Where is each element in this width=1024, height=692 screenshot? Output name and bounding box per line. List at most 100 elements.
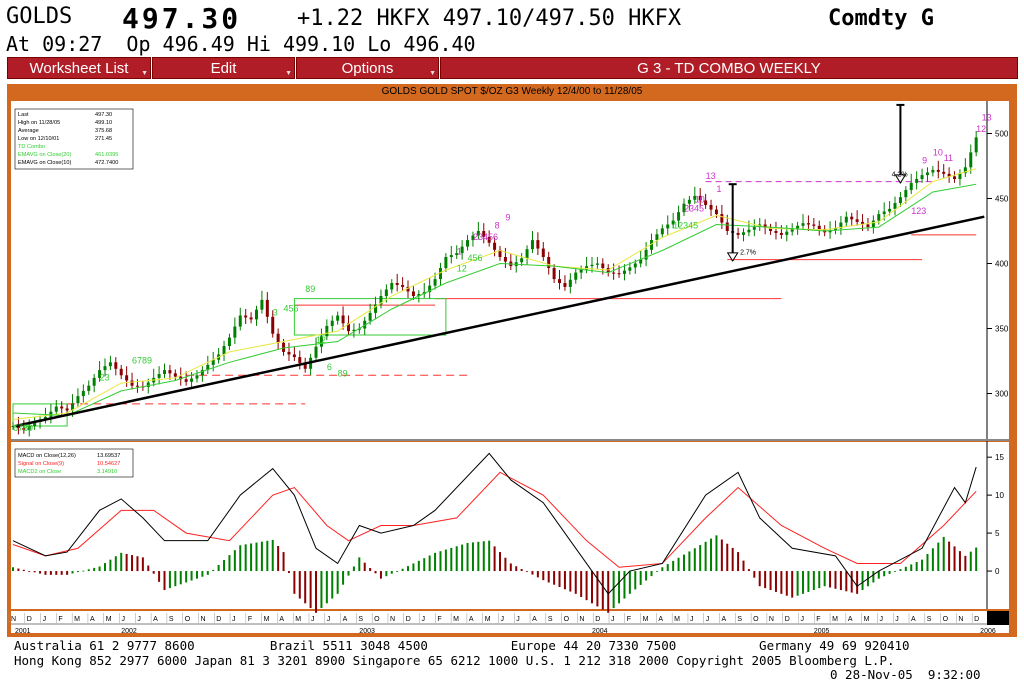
- bar-body: [650, 240, 654, 250]
- y-tick-label: 350: [995, 325, 1009, 334]
- macd-hist-bar: [49, 571, 52, 575]
- bar-body: [33, 422, 37, 426]
- month-tick-label: A: [722, 616, 727, 623]
- worksheet-list-label: Worksheet List: [29, 60, 129, 77]
- worksheet-list-button[interactable]: Worksheet List ▼: [7, 57, 151, 79]
- legend-label: High on 11/28/05: [18, 120, 60, 126]
- bar-body: [904, 190, 908, 198]
- bar-body: [671, 220, 675, 225]
- macd-hist-bar: [277, 545, 280, 572]
- macd-hist-bar: [174, 571, 177, 587]
- bar-body: [525, 249, 529, 259]
- price-bar: [806, 215, 810, 231]
- bar-body: [466, 240, 470, 247]
- options-button[interactable]: Options ▼: [296, 57, 439, 79]
- macd-hist-bar: [715, 535, 718, 572]
- macd-hist-bar: [266, 540, 269, 572]
- price-bar: [963, 158, 967, 178]
- price-panel: [11, 101, 1009, 439]
- price-bar: [411, 286, 415, 300]
- price-bar: [276, 328, 280, 350]
- legend-value: 497.30: [95, 112, 112, 118]
- quote-header: GOLDS 497.30 +1.22 HKFX 497.10/497.50 HK…: [0, 0, 1024, 56]
- y-tick-label: 450: [995, 195, 1009, 204]
- td-count: 12: [316, 335, 326, 345]
- price-bar: [687, 195, 691, 211]
- price-bar: [595, 257, 599, 269]
- price-bar: [168, 364, 172, 380]
- price-bar: [374, 296, 378, 320]
- bar-body: [585, 266, 589, 270]
- month-tick-label: M: [264, 616, 270, 623]
- macd-hist-bar: [228, 555, 231, 572]
- macd-hist-bar: [688, 551, 691, 572]
- price-bar: [76, 388, 80, 408]
- bar-body: [195, 375, 199, 379]
- bar-body: [915, 179, 919, 183]
- bar-body: [709, 205, 713, 210]
- price-bar: [346, 315, 350, 335]
- price-bar: [438, 262, 442, 286]
- bar-body: [541, 248, 545, 257]
- macd-hist-bar: [704, 541, 707, 572]
- percent-annotation: 2.7%: [740, 249, 756, 256]
- bar-body: [763, 224, 767, 228]
- month-tick-label: A: [469, 616, 474, 623]
- macd-hist-bar: [293, 571, 296, 594]
- price-bar: [54, 400, 58, 416]
- price-bar: [704, 193, 708, 209]
- price-bar: [671, 212, 675, 229]
- y-tick-label: 400: [995, 260, 1009, 269]
- price-bar: [238, 307, 242, 331]
- macd-hist-bar: [726, 543, 729, 572]
- macd-hist-bar: [55, 571, 58, 575]
- price-bar: [898, 192, 902, 207]
- macd-hist-bar: [379, 571, 382, 579]
- chart-canvas[interactable]: 300 350 400 450 500 0 5 10 15 2.7% 4.2% 6789 23 6789 3…: [7, 84, 1017, 637]
- bar-body: [644, 249, 648, 260]
- macd-hist-bar: [158, 571, 161, 582]
- bar-body: [855, 219, 859, 222]
- price-bar: [271, 310, 275, 338]
- bar-body: [233, 326, 237, 338]
- td-count: 23: [100, 373, 110, 383]
- bar-body: [936, 169, 940, 172]
- price-bar: [233, 317, 237, 345]
- bar-body: [574, 272, 578, 280]
- macd-hist-bar: [953, 546, 956, 572]
- macd-hist-bar: [731, 547, 734, 572]
- bar-body: [536, 240, 540, 249]
- price-bar: [428, 277, 432, 299]
- price-bar: [920, 168, 924, 183]
- edit-button[interactable]: Edit ▼: [152, 57, 295, 79]
- month-tick-label: D: [595, 616, 600, 623]
- month-tick-label: N: [11, 616, 16, 623]
- price-bar: [530, 231, 534, 254]
- bar-body: [276, 333, 280, 343]
- bar-body: [227, 337, 231, 347]
- macd-hist-bar: [856, 571, 859, 594]
- macd-hist-bar: [520, 569, 523, 572]
- td-count: 9: [505, 213, 510, 223]
- bar-body: [493, 242, 497, 250]
- bar-body: [11, 426, 15, 427]
- ohlc-line: At 09:27 Op 496.49 Hi 499.10 Lo 496.40: [6, 32, 476, 56]
- footer-contacts-line1: Australia 61 2 9777 8600 Brazil 5511 304…: [14, 638, 910, 653]
- macd-hist-bar: [315, 571, 318, 613]
- macd-hist-bar: [807, 571, 810, 592]
- macd-hist-bar: [168, 571, 171, 589]
- price-bar: [617, 265, 621, 278]
- price-bar: [801, 214, 805, 230]
- year-label: 2002: [121, 628, 137, 635]
- bar-body: [660, 228, 664, 235]
- month-tick-label: D: [406, 616, 411, 623]
- price-bar: [303, 357, 307, 373]
- legend-value: 375.68: [95, 128, 112, 134]
- bar-body: [601, 263, 605, 269]
- price-bar: [558, 270, 562, 290]
- price-bar: [958, 169, 962, 186]
- bar-body: [341, 315, 345, 324]
- macd-hist-bar: [287, 571, 290, 573]
- price-bar: [552, 264, 556, 283]
- bar-body: [98, 370, 102, 378]
